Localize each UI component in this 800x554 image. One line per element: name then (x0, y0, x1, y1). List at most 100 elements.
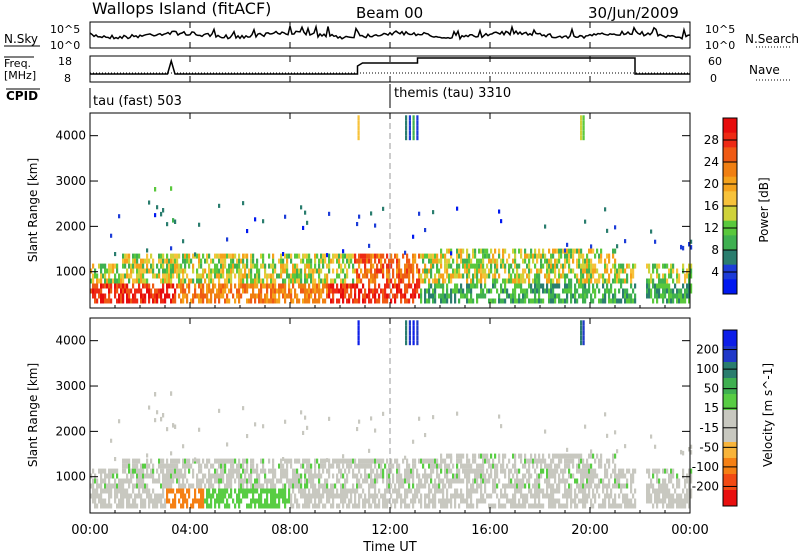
power-cell (208, 273, 211, 279)
power-cell (556, 263, 559, 269)
velocity-cell (382, 458, 385, 464)
velocity-cell (666, 468, 669, 474)
velocity-cell (270, 503, 273, 509)
velocity-cell (528, 473, 531, 479)
power-cell (626, 293, 629, 299)
power-cell (300, 205, 303, 210)
velocity-cell (268, 478, 271, 484)
power-cell (468, 273, 471, 279)
power-cell (234, 298, 237, 304)
velocity-cell (612, 498, 615, 504)
velocity-cell (542, 468, 545, 474)
velocity-cell (232, 473, 235, 479)
power-cell (170, 283, 173, 289)
velocity-cell (466, 503, 469, 509)
velocity-cell (316, 488, 319, 494)
velocity-cell (458, 493, 461, 499)
power-cell (466, 248, 469, 254)
power-cell (302, 298, 305, 304)
velocity-cell (478, 468, 481, 474)
power-cell (338, 263, 341, 269)
velocity-cell (116, 493, 119, 499)
power-cell (562, 263, 565, 269)
power-cell (548, 268, 551, 274)
power-cell (286, 263, 289, 269)
power-cell (494, 263, 497, 269)
velocity-cell (364, 493, 367, 499)
power-cell (380, 268, 383, 274)
power-cell (678, 273, 681, 279)
noise-left-tick-bottom: 10^0 (50, 39, 80, 52)
velocity-cell (344, 483, 347, 489)
power-cell (310, 268, 313, 274)
power-cell (154, 273, 157, 279)
power-cell (92, 293, 95, 299)
power-cell (624, 278, 627, 284)
power-cell (510, 298, 513, 304)
velocity-cell (580, 320, 583, 326)
power-cell (460, 248, 463, 254)
power-cell (268, 263, 271, 269)
velocity-cell (302, 430, 305, 435)
power-cell (176, 273, 179, 279)
velocity-cell (646, 483, 649, 489)
power-cell (688, 283, 691, 289)
power-cell (526, 253, 529, 259)
velocity-cell (380, 458, 383, 464)
power-cell (152, 263, 155, 269)
velocity-cell (538, 493, 541, 499)
velocity-cell (274, 498, 277, 504)
power-cell (260, 288, 263, 294)
velocity-cell (574, 478, 577, 484)
velocity-cell (186, 458, 189, 464)
velocity-cell (108, 493, 111, 499)
power-cell (126, 253, 129, 259)
velocity-cell (228, 493, 231, 499)
velocity-cell (610, 488, 613, 494)
velocity-cell (454, 493, 457, 499)
power-cell (626, 278, 629, 284)
power-cell (368, 253, 371, 259)
power-cell (550, 253, 553, 259)
power-cell (188, 283, 191, 289)
power-cell (512, 268, 515, 274)
velocity-cell (172, 488, 175, 494)
power-cell (304, 263, 307, 269)
power-cell (122, 258, 125, 264)
power-cell (286, 273, 289, 279)
velocity-cell (460, 493, 463, 499)
velocity-cell (514, 483, 517, 489)
power-cell (688, 278, 691, 284)
velocity-cell (618, 478, 621, 484)
power-cell (480, 258, 483, 264)
velocity-cell (132, 488, 135, 494)
velocity-cell (434, 478, 437, 484)
power-cell (544, 288, 547, 294)
power-cell (206, 258, 209, 264)
velocity-cell (386, 468, 389, 474)
power-cell (648, 283, 651, 289)
power-cell (314, 253, 317, 259)
power-cell (668, 273, 671, 279)
power-cell (140, 263, 143, 269)
power-colorbar-label: 4 (711, 265, 719, 279)
velocity-cell (490, 463, 493, 469)
power-cell (104, 283, 107, 289)
power-cell (236, 263, 239, 269)
power-cell (244, 288, 247, 294)
velocity-cell (684, 498, 687, 504)
velocity-cell (618, 473, 621, 479)
velocity-cell (357, 325, 360, 331)
velocity-cell (270, 478, 273, 484)
power-cell (124, 258, 127, 264)
power-cell (240, 293, 243, 299)
velocity-cell (132, 498, 135, 504)
power-cell (330, 258, 333, 264)
velocity-colorbar-swatch (723, 378, 737, 395)
power-cell (460, 283, 463, 289)
power-colorbar-swatch (723, 162, 737, 178)
velocity-cell (154, 418, 157, 423)
velocity-cell (408, 503, 411, 509)
velocity-cell (152, 473, 155, 479)
power-cell (132, 298, 135, 304)
